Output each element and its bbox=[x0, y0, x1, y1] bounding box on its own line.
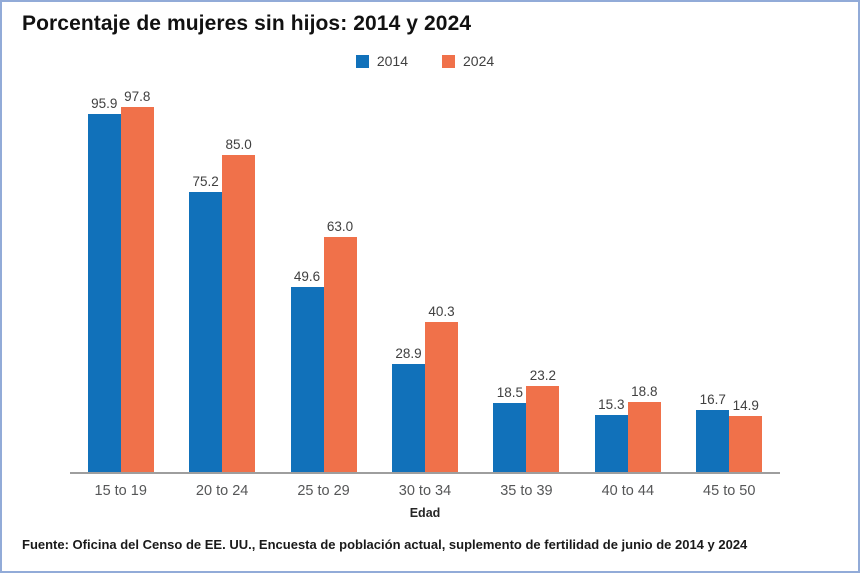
bar-wrap-2024: 85.0 bbox=[222, 136, 256, 472]
bar-2024-45-to-50 bbox=[729, 416, 763, 472]
bar-2014-35-to-39 bbox=[493, 403, 527, 472]
chart-title: Porcentaje de mujeres sin hijos: 2014 y … bbox=[22, 12, 472, 35]
bar-value-label-2024: 97.8 bbox=[124, 89, 151, 105]
x-tick-label-25-to-29: 25 to 29 bbox=[297, 483, 350, 499]
bar-value-label-2014: 16.7 bbox=[699, 391, 726, 407]
bar-wrap-2024: 14.9 bbox=[729, 398, 763, 472]
bar-value-label-2014: 75.2 bbox=[192, 173, 219, 189]
bar-wrap-2014: 15.3 bbox=[594, 396, 628, 472]
bar-wrap-2014: 95.9 bbox=[87, 96, 121, 472]
x-axis-title: Edad bbox=[409, 506, 441, 520]
x-tick-label-35-to-39: 35 to 39 bbox=[500, 483, 553, 499]
legend-label-2024: 2024 bbox=[463, 53, 495, 69]
bar-value-label-2014: 28.9 bbox=[395, 346, 422, 362]
bar-chart-plot-area: 95.9 97.8 75.2 85.0 49.6 63.0 28.9 40.3 18.5 23.2… bbox=[70, 89, 780, 472]
bar-2014-40-to-44 bbox=[594, 414, 628, 472]
legend-swatch-2024 bbox=[442, 54, 455, 68]
bar-value-label-2024: 85.0 bbox=[225, 136, 252, 152]
bar-wrap-2024: 63.0 bbox=[323, 219, 357, 472]
x-tick-label-45-to-50: 45 to 50 bbox=[703, 483, 756, 499]
bar-wrap-2014: 49.6 bbox=[290, 269, 324, 472]
bar-group-20-to-24: 75.2 85.0 bbox=[171, 99, 272, 472]
bar-value-label-2014: 18.5 bbox=[496, 385, 524, 400]
bar-2014-45-to-50 bbox=[696, 409, 730, 472]
bar-wrap-2014: 16.7 bbox=[696, 391, 730, 472]
legend-item-2014: 2014 bbox=[355, 53, 408, 69]
bar-2014-15-to-19 bbox=[87, 114, 121, 472]
x-tick-label-30-to-34: 30 to 34 bbox=[398, 483, 452, 499]
bar-value-label-2024: 14.9 bbox=[732, 398, 759, 414]
bar-value-label-2014: 49.6 bbox=[293, 269, 321, 284]
x-tick-label-20-to-24: 20 to 24 bbox=[195, 483, 249, 499]
bar-2024-20-to-24 bbox=[222, 154, 256, 472]
bar-wrap-2014: 28.9 bbox=[391, 346, 425, 472]
source-note: Fuente: Oficina del Censo de EE. UU., En… bbox=[22, 537, 748, 552]
legend: 2014 2024 bbox=[70, 52, 780, 70]
bar-value-label-2024: 63.0 bbox=[326, 219, 354, 234]
x-axis-tick-labels: 15 to 19 20 to 24 25 to 29 30 to 34 35 to 39… bbox=[70, 474, 780, 499]
bar-value-label-2024: 23.2 bbox=[529, 367, 557, 383]
bar-value-label-2024: 18.8 bbox=[631, 383, 658, 399]
bar-2024-40-to-44 bbox=[627, 401, 661, 472]
bar-group-30-to-34: 28.9 40.3 bbox=[374, 99, 475, 472]
x-axis-line bbox=[70, 472, 780, 474]
bar-group-35-to-39: 18.5 23.2 bbox=[476, 99, 577, 472]
bar-2014-30-to-34 bbox=[391, 364, 425, 472]
bar-value-label-2014: 95.9 bbox=[91, 96, 118, 112]
bar-wrap-2024: 18.8 bbox=[627, 383, 661, 472]
bar-group-40-to-44: 15.3 18.8 bbox=[577, 99, 678, 472]
bar-value-label-2024: 40.3 bbox=[428, 303, 455, 319]
bar-wrap-2014: 75.2 bbox=[189, 173, 223, 472]
bar-2024-15-to-19 bbox=[120, 107, 154, 472]
bar-group-15-to-19: 95.9 97.8 bbox=[70, 89, 171, 472]
x-tick-label-40-to-44: 40 to 44 bbox=[601, 483, 655, 499]
bar-2014-25-to-29 bbox=[290, 287, 324, 472]
bar-wrap-2024: 40.3 bbox=[424, 303, 458, 472]
bar-2024-25-to-29 bbox=[323, 237, 357, 472]
legend-label-2014: 2014 bbox=[376, 53, 408, 69]
bar-group-25-to-29: 49.6 63.0 bbox=[273, 99, 374, 472]
bar-wrap-2024: 97.8 bbox=[120, 89, 154, 472]
bar-2024-30-to-34 bbox=[424, 321, 458, 472]
x-tick-label-15-to-19: 15 to 19 bbox=[94, 483, 147, 499]
legend-swatch-2014 bbox=[355, 54, 369, 68]
bar-2014-20-to-24 bbox=[189, 191, 223, 472]
bar-2024-35-to-39 bbox=[526, 385, 560, 472]
legend-item-2024: 2024 bbox=[442, 53, 494, 69]
bar-wrap-2024: 23.2 bbox=[526, 367, 560, 472]
bar-group-45-to-50: 16.7 14.9 bbox=[679, 99, 780, 472]
bar-wrap-2014: 18.5 bbox=[493, 385, 527, 472]
bar-value-label-2014: 15.3 bbox=[598, 396, 625, 412]
